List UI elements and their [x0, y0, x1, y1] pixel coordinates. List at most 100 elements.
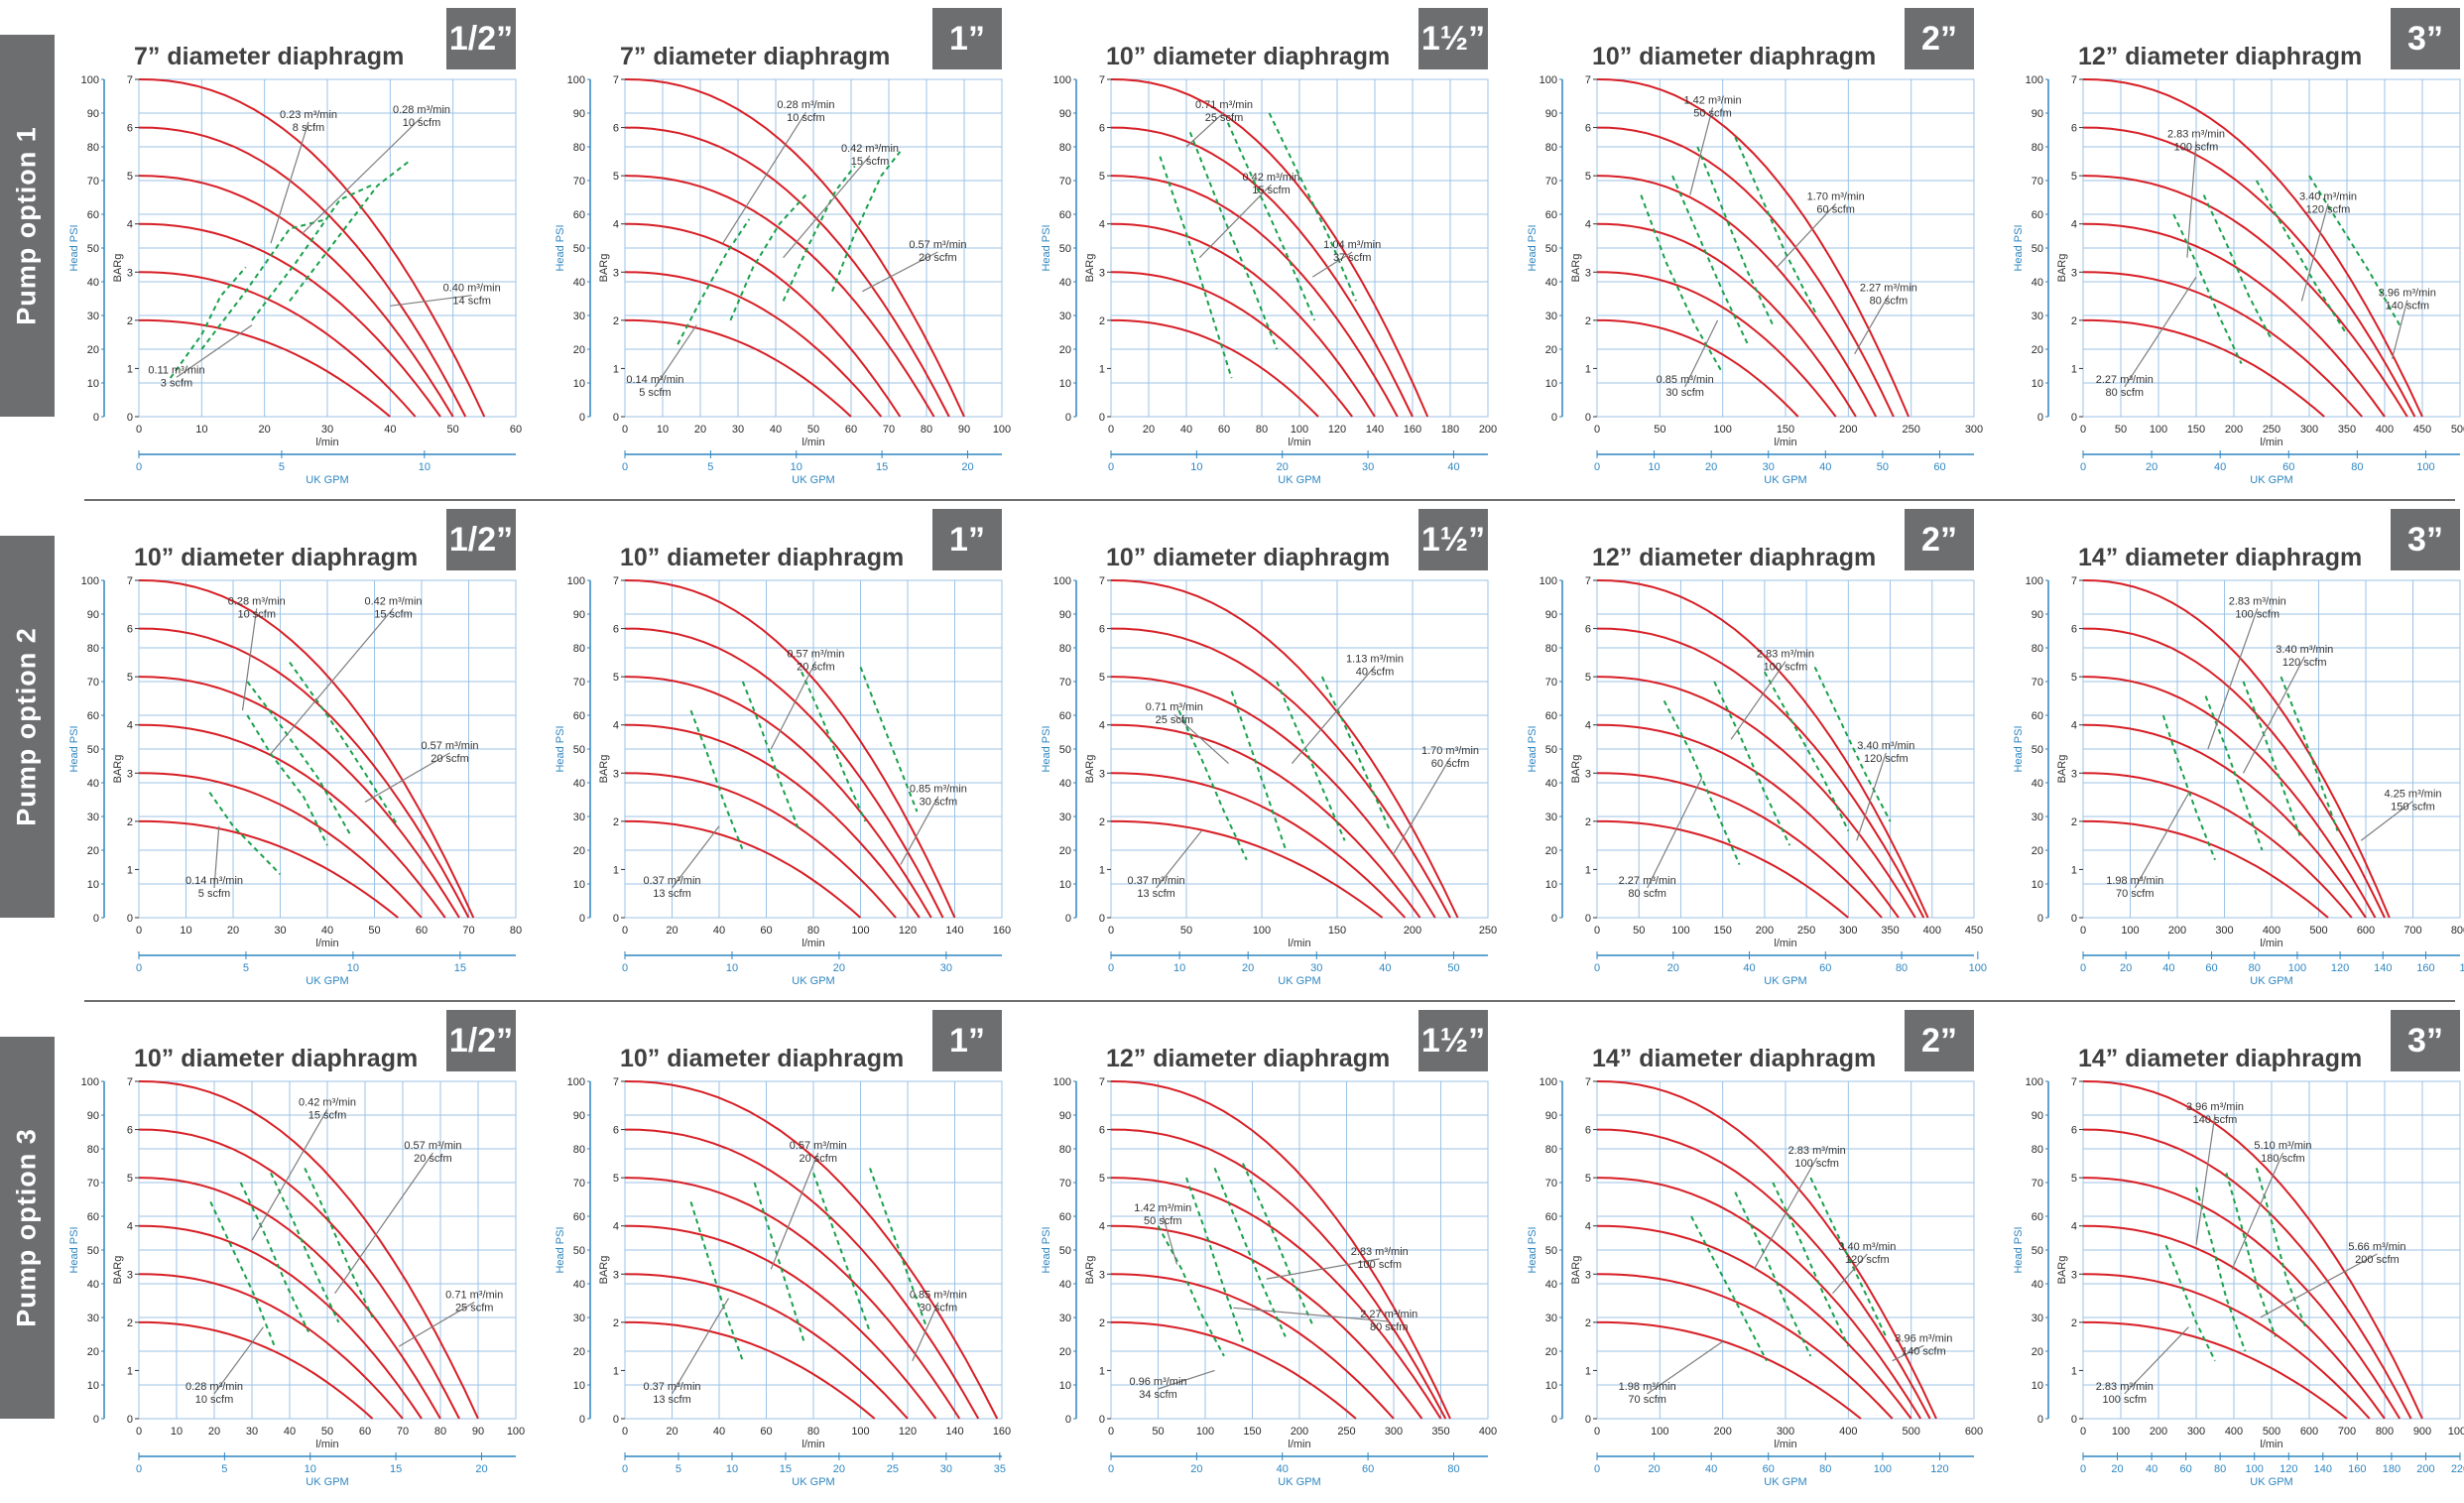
- flow-pointer: [1776, 203, 1837, 268]
- port-size-badge: 1”: [932, 8, 1002, 69]
- bar-tick-label: 3: [2071, 768, 2077, 780]
- flow-label: 2.27 m³/min: [1360, 1309, 1417, 1320]
- lmin-tick-label: 50: [1633, 925, 1645, 937]
- bar-axis-label: BARg: [598, 1256, 610, 1285]
- flow-label: 0.42 m³/min: [841, 143, 899, 155]
- gpm-tick-label: 40: [1743, 962, 1755, 974]
- lmin-tick-label: 200: [1404, 925, 1421, 937]
- gpm-tick-label: 0: [2080, 1463, 2086, 1475]
- plot-frame: [1596, 78, 1975, 418]
- lmin-tick-label: 20: [666, 925, 678, 937]
- flow-label: 15 scfm: [851, 156, 890, 168]
- lmin-tick-label: 250: [1902, 424, 1919, 436]
- lmin-tick-label: 20: [227, 925, 239, 937]
- pressure-curve: [2082, 1128, 2412, 1420]
- gpm-tick-label: 0: [136, 1463, 142, 1475]
- psi-tick-label: 80: [573, 1144, 585, 1156]
- bar-tick-label: 4: [613, 720, 619, 732]
- gpm-tick-label: 100: [2288, 962, 2306, 974]
- psi-tick-label: 90: [87, 108, 99, 120]
- lmin-tick-label: 140: [945, 925, 963, 937]
- bar-tick-label: 1: [127, 864, 133, 876]
- psi-tick-label: 0: [93, 1414, 99, 1426]
- psi-tick-label: 20: [87, 845, 99, 857]
- flow-label: 0.28 m³/min: [228, 595, 286, 607]
- bar-tick-label: 2: [1099, 315, 1105, 327]
- gpm-tick-label: 15: [454, 962, 466, 974]
- lmin-tick-label: 100: [1713, 424, 1731, 436]
- plot-frame: [624, 1080, 1003, 1420]
- gpm-tick-label: 0: [622, 1463, 628, 1475]
- lmin-tick-label: 0: [1594, 424, 1600, 436]
- bar-tick-label: 1: [2071, 1365, 2077, 1377]
- flow-pointer: [1185, 111, 1225, 148]
- plot-frame: [2082, 78, 2461, 418]
- psi-tick-label: 40: [1059, 1279, 1071, 1291]
- pressure-curve: [1111, 1320, 1357, 1420]
- lmin-tick-label: 400: [1923, 925, 1941, 937]
- lmin-tick-label: 60: [760, 925, 772, 937]
- flow-label: 25 scfm: [1205, 112, 1244, 124]
- psi-tick-label: 80: [1059, 643, 1071, 655]
- air-consumption-line: [239, 1182, 309, 1333]
- lmin-tick-label: 60: [510, 424, 522, 436]
- flow-label: 150 scfm: [2391, 802, 2435, 814]
- psi-tick-label: 30: [573, 812, 585, 823]
- psi-tick-label: 10: [573, 378, 585, 390]
- chart-title: 12” diameter diaphragm: [2078, 43, 2363, 70]
- flow-pointer: [2186, 141, 2197, 258]
- pump-chart-panel: 12” diameter diaphragm 3” 0 10 20 30 40 50 60 70 8…: [1999, 0, 2464, 501]
- bar-tick-label: 1: [1585, 363, 1591, 375]
- bar-tick-label: 0: [613, 412, 619, 424]
- plot-frame: [1110, 579, 1489, 919]
- psi-tick-label: 100: [567, 575, 585, 587]
- flow-pointer: [1647, 1340, 1724, 1395]
- psi-tick-label: 10: [87, 378, 99, 390]
- flow-pointer: [912, 1302, 939, 1361]
- psi-tick-label: 30: [2032, 812, 2043, 823]
- lmin-tick-label: 600: [1965, 1426, 1983, 1438]
- chart-title: 10” diameter diaphragm: [620, 544, 905, 571]
- psi-tick-label: 0: [579, 412, 585, 424]
- pressure-curve: [1596, 126, 1895, 418]
- pump-chart-panel: 12” diameter diaphragm 2” 0 10 20 30 40 50 60 70 8…: [1513, 501, 2004, 1002]
- bar-axis-label: BARg: [1084, 1256, 1096, 1285]
- lmin-tick-label: 100: [2121, 925, 2139, 937]
- gpm-axis-label: UK GPM: [1278, 474, 1320, 486]
- flow-pointer: [1689, 107, 1714, 195]
- lmin-axis-label: l/min: [1288, 1439, 1310, 1450]
- pressure-curve: [2082, 1080, 2423, 1420]
- gpm-tick-label: 30: [1362, 461, 1374, 473]
- lmin-tick-label: 350: [1431, 1426, 1449, 1438]
- flow-label: 0.14 m³/min: [626, 374, 683, 386]
- gpm-tick-label: 60: [2180, 1463, 2192, 1475]
- bar-tick-label: 0: [613, 913, 619, 925]
- psi-tick-label: 20: [1545, 344, 1557, 356]
- flow-label: 100 scfm: [2235, 608, 2279, 620]
- psi-tick-label: 90: [1059, 1110, 1071, 1122]
- flow-label: 2.83 m³/min: [2096, 1381, 2154, 1393]
- gpm-tick-label: 0: [1108, 1463, 1114, 1475]
- psi-axis-label: Head PSI: [554, 1226, 566, 1273]
- flow-label: 1.13 m³/min: [1346, 654, 1404, 666]
- lmin-tick-label: 80: [510, 925, 522, 937]
- air-consumption-line: [1764, 671, 1850, 832]
- flow-label: 5.10 m³/min: [2254, 1140, 2311, 1152]
- flow-label: 25 scfm: [455, 1303, 494, 1315]
- psi-tick-label: 100: [81, 74, 99, 86]
- lmin-tick-label: 20: [666, 1426, 678, 1438]
- bar-tick-label: 2: [613, 816, 619, 828]
- bar-tick-label: 3: [2071, 267, 2077, 279]
- bar-axis-label: BARg: [1570, 755, 1582, 784]
- flow-label: 200 scfm: [2355, 1254, 2400, 1266]
- flow-label: 0.14 m³/min: [185, 875, 243, 887]
- lmin-tick-label: 60: [416, 925, 428, 937]
- psi-tick-label: 60: [573, 209, 585, 221]
- psi-tick-label: 20: [1545, 1346, 1557, 1358]
- lmin-tick-label: 200: [2168, 925, 2186, 937]
- pump-chart-panel: 7” diameter diaphragm 1/2” 0 10 20 30 40 50 60 70…: [55, 0, 546, 501]
- bar-tick-label: 3: [1585, 267, 1591, 279]
